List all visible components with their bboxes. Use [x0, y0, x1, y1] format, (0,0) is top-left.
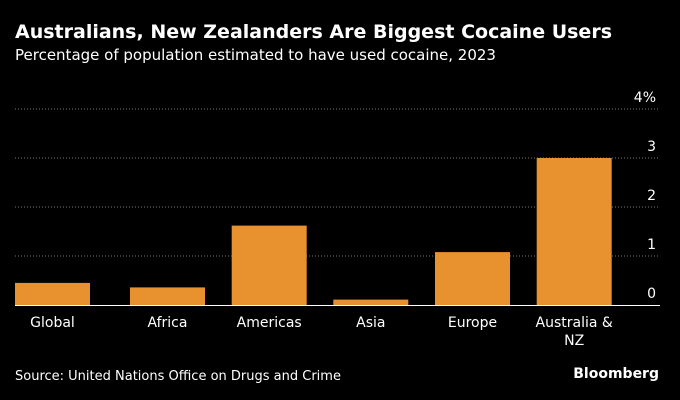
x-tick-label: Africa	[148, 315, 188, 331]
bar-africa	[130, 287, 205, 305]
chart-subtitle: Percentage of population estimated to ha…	[15, 46, 496, 64]
y-tick-label: 4%	[634, 90, 656, 106]
x-tick-label: Global	[30, 315, 75, 331]
bloomberg-logo: Bloomberg	[573, 366, 659, 382]
y-tick-label: 0	[647, 286, 656, 302]
bar-global	[15, 282, 90, 305]
bar-americas	[231, 225, 307, 305]
x-tick-label: Americas	[237, 315, 302, 331]
x-tick-label: Asia	[356, 315, 385, 331]
chart-title: Australians, New Zealanders Are Biggest …	[15, 21, 612, 43]
x-tick-label: NZ	[564, 333, 584, 349]
y-tick-label: 2	[647, 188, 656, 204]
y-tick-label: 1	[647, 237, 656, 253]
x-tick-label: Europe	[448, 315, 497, 331]
bar-australia-nz	[536, 158, 612, 305]
y-tick-label: 3	[647, 139, 656, 155]
bar-asia	[333, 299, 409, 305]
x-tick-label: Australia &	[536, 315, 613, 331]
bar-europe	[435, 252, 510, 305]
source-note: Source: United Nations Office on Drugs a…	[15, 369, 341, 384]
